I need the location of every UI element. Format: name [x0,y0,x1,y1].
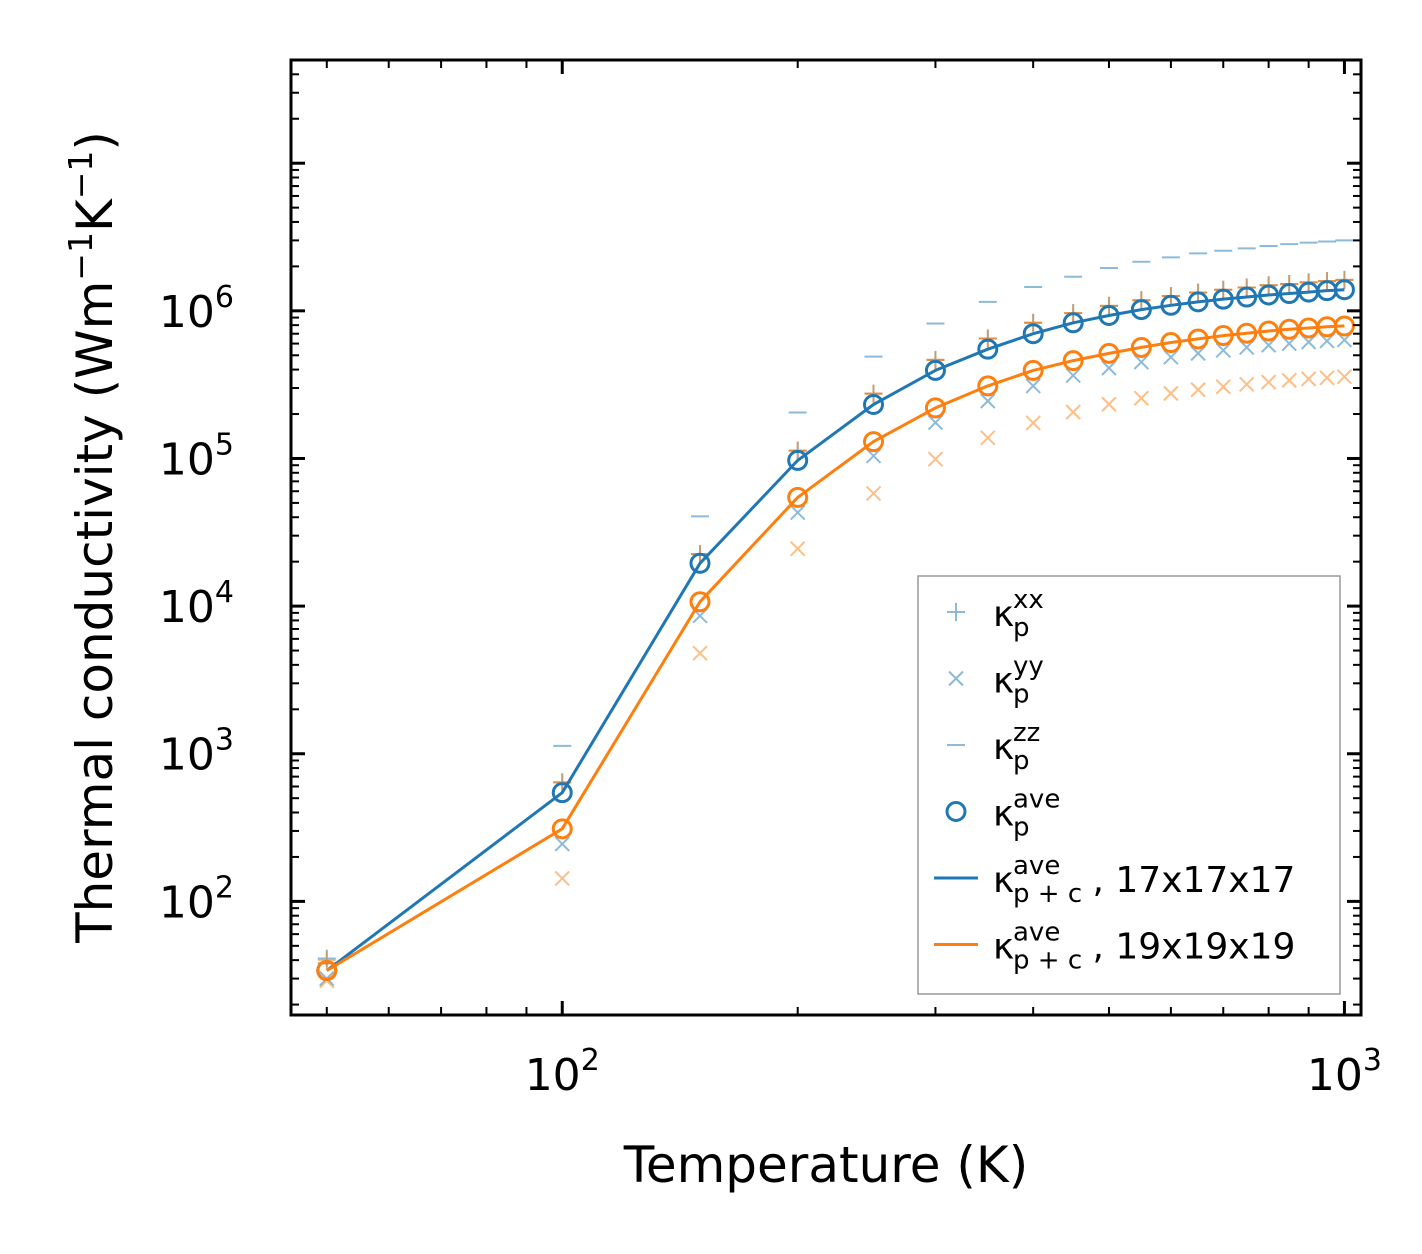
y-axis-label-mid: K [66,198,124,232]
data-point-kyy_19 [1260,374,1277,390]
data-point-kave_p_17 [1258,284,1280,306]
data-point-kyy_17 [1281,335,1297,352]
x-tick-label: 103 [1307,1043,1382,1101]
data-point-kyy_19 [1215,379,1231,395]
data-point-kyy_19 [1300,371,1317,387]
data-point-kyy_19 [1336,368,1353,385]
data-point-kave_p_17 [689,552,711,574]
y-axis-label: Thermal conductivity (Wm−1K−1) [61,131,124,944]
data-point-kave_p_19 [863,431,885,453]
data-point-kave_p_19 [1187,328,1209,350]
data-point-kyy_17 [1025,378,1041,394]
legend-label: κzz p [993,718,1040,776]
data-point-kyy_19 [1281,372,1297,389]
tick-labels: 102 103 102 103 104 105 106 [159,280,1382,1101]
data-point-kyy_17 [1101,360,1117,376]
data-point-kyy_19 [1319,370,1335,386]
data-point-kyy_17 [790,504,806,521]
data-point-kave_p_17 [863,394,885,416]
data-point-kave_p_17 [1333,279,1355,301]
data-point-kave_p_19 [1062,350,1084,372]
legend-marker [945,801,967,822]
data-point-kave_p_19 [787,486,809,508]
data-point-kave_p_19 [1160,332,1182,354]
data-point-kave_p_17 [1160,294,1182,316]
y-axis-label-sup2: −1 [61,151,100,200]
y-tick-label: 103 [159,723,234,781]
data-point-kyy_19 [865,485,882,502]
data-point-kyy_19 [927,451,944,467]
data-point-kyy_17 [554,836,570,852]
data-point-kyy_19 [980,430,996,446]
y-axis-label-base: Thermal conductivity (Wm [66,281,124,944]
data-point-kyy_17 [1133,354,1150,370]
data-point-kyy_19 [1238,376,1255,393]
data-point-kave_p_17 [977,338,999,360]
data-point-kyy_17 [1065,367,1081,384]
data-point-kave_p_17 [1062,312,1084,334]
data-point-kave_p_19 [1258,320,1280,342]
x-tick-label: 102 [525,1043,600,1101]
data-point-kave_p_17 [1212,288,1234,310]
data-point-kyy_19 [1065,404,1081,420]
data-point-kave_p_17 [1022,323,1044,345]
data-point-kave_p_19 [1022,359,1044,381]
legend-label: κave p + c, 17x17x17 [993,851,1295,909]
data-point-kyy_17 [1319,333,1335,349]
data-point-kave_p_19 [924,397,946,419]
plot-area [316,239,1355,989]
data-point-kyy_17 [1238,339,1255,356]
data-point-kyy_17 [1163,349,1179,365]
y-tick-label: 104 [159,575,234,633]
y-axis-label-end: ) [66,131,124,151]
data-point-kave_p_19 [1130,336,1152,358]
y-tick-label: 106 [159,280,234,338]
legend-label: κyy p [993,652,1044,710]
legend-label: κave p + c, 19x19x19 [993,918,1295,976]
legend-marker [948,670,964,687]
data-point-kave_p_19 [551,818,573,840]
y-tick-label: 105 [159,427,234,485]
data-point-kyy_17 [927,414,944,431]
x-axis-label: Temperature (K) [623,1136,1028,1194]
data-point-kyy_17 [980,393,996,409]
data-point-kave_p_19 [316,960,338,982]
data-point-kyy_17 [865,448,882,464]
data-point-kyy_17 [1215,342,1231,359]
data-point-kave_p_19 [1212,325,1234,347]
data-point-kave_p_17 [1187,291,1209,313]
data-point-kyy_17 [1260,337,1277,353]
data-point-kave_p_17 [787,449,809,471]
legend: κxx p κyy p κzz p κave p κave p + c, 17x17x17 κave… [917,575,1341,995]
data-point-kyy_19 [554,870,570,887]
data-point-kyy_19 [1101,396,1117,412]
data-point-kyy_19 [1190,382,1206,398]
data-point-kyy_17 [1190,345,1206,362]
data-point-kyy_19 [692,645,708,661]
data-point-kave_p_17 [1130,299,1152,321]
data-point-kave_p_17 [1236,286,1258,308]
data-point-kyy_19 [1133,390,1150,406]
axes-frame [289,58,1363,1017]
data-point-kyy_19 [1163,385,1179,402]
series-line-kave_pc_17 [325,288,1345,972]
series-line-kave_pc_19 [326,324,1345,972]
data-point-kave_p_17 [924,359,946,381]
data-point-kave_p_19 [1098,342,1120,364]
y-tick-label: 102 [159,870,234,928]
y-axis-label-sup1: −1 [61,232,100,281]
legend-label: κave p [993,785,1060,843]
data-point-kave_p_17 [1098,304,1120,326]
legend-marker [947,603,965,621]
legend-label: κxx p [993,585,1044,643]
data-point-kyy_19 [1025,415,1041,431]
legend-frame [917,575,1341,995]
data-point-kyy_19 [790,540,806,557]
data-point-kave_p_17 [551,782,573,804]
data-point-kave_p_19 [1236,322,1258,344]
data-point-kave_p_19 [689,591,711,613]
data-point-kave_p_19 [977,375,999,397]
data-point-kave_p_17 [1278,283,1300,305]
